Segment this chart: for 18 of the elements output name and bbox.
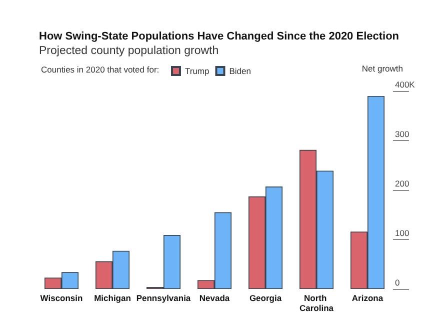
x-tick-label: Pennsylvania <box>136 293 191 303</box>
chart-title: How Swing-State Populations Have Changed Since the 2020 Election <box>39 30 400 42</box>
y-tick-label: 300 <box>395 129 410 139</box>
chart-subtitle: Projected county population growth <box>39 45 219 57</box>
x-tick-label: Michigan <box>94 293 131 303</box>
legend-title: Counties in 2020 that voted for: <box>41 64 160 74</box>
x-tick-label: Arizona <box>352 293 384 303</box>
y-tick-label: 100 <box>395 228 410 238</box>
x-tick-label: Georgia <box>249 293 282 303</box>
x-tick-label: Nevada <box>199 293 230 303</box>
y-tick-label: 200 <box>395 178 410 188</box>
legend-label: Biden <box>229 66 252 76</box>
x-tick-label: Wisconsin <box>40 293 83 303</box>
y-tick-label: 400K <box>395 80 416 90</box>
y-axis-title: Net growth <box>362 64 404 74</box>
y-tick-label: 0 <box>395 278 400 288</box>
x-tick-label: North Carolina <box>299 293 334 313</box>
legend-label: Trump <box>185 66 210 76</box>
